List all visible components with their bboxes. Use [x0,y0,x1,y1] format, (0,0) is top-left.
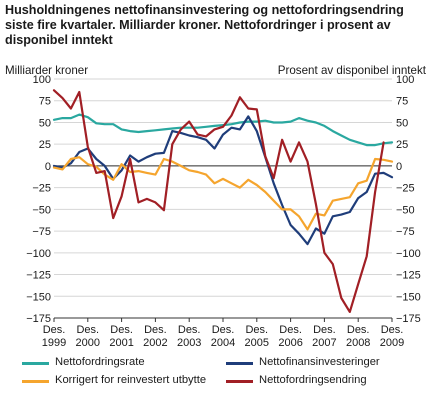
y-tick-left-10: −150 [26,291,51,303]
x-tick-label-bottom-6: 2005 [245,337,269,349]
x-tick-label-top-3: Des. [144,324,167,336]
y-tick-left-1: 75 [39,96,51,108]
y-axis-label-left: Milliarder kroner [5,64,89,77]
y-tick-left-7: −75 [32,226,51,238]
chart-title: Husholdningenes nettofinansinvestering o… [5,3,404,47]
y-tick-right-10: −150 [396,291,421,303]
legend-swatch-1 [226,362,253,365]
y-tick-left-11: −175 [26,313,51,325]
y-tick-right-0: 100 [396,74,414,86]
legend-label-3: Nettofordringsendring [259,374,367,386]
legend-swatch-3 [226,380,253,383]
x-tick-label-top-5: Des. [212,324,235,336]
legend-label-2: Korrigert for reinvestert utbytte [55,374,207,386]
series-line-0 [52,113,394,147]
y-tick-right-4: 0 [396,161,402,173]
x-tick-label-top-9: Des. [347,324,370,336]
y-tick-left-5: −25 [32,183,51,195]
y-tick-left-4: 0 [45,161,51,173]
x-tick-label-top-10: Des. [381,324,404,336]
x-tick-label-bottom-10: 2009 [380,337,404,349]
y-tick-left-8: −100 [26,248,51,260]
legend-swatch-2 [22,380,49,383]
x-tick-label-top-2: Des. [110,324,133,336]
x-tick-label-bottom-8: 2007 [312,337,336,349]
legend-label-1: Nettofinansinvesteringer [259,356,380,368]
legend-label-0: Nettofordringsrate [55,356,145,368]
y-tick-left-3: 25 [39,139,51,151]
y-axis-label-right: Prosent av disponibel inntekt [277,64,426,77]
x-tick-label-bottom-9: 2008 [346,337,370,349]
x-tick-label-bottom-2: 2001 [109,337,133,349]
y-tick-left-0: 100 [33,74,51,86]
y-tick-right-6: −50 [396,204,415,216]
x-tick-label-top-7: Des. [279,324,302,336]
legend-swatch-0 [22,362,49,365]
x-tick-label-bottom-4: 2003 [177,337,201,349]
y-tick-right-11: −175 [396,313,421,325]
y-tick-left-2: 50 [39,117,51,129]
y-tick-right-5: −25 [396,183,415,195]
y-tick-right-3: 25 [396,139,408,151]
x-tick-label-bottom-7: 2006 [278,337,302,349]
x-tick-label-top-1: Des. [76,324,99,336]
x-tick-label-top-4: Des. [178,324,201,336]
y-tick-right-8: −100 [396,248,421,260]
y-tick-right-9: −125 [396,270,421,282]
y-tick-right-7: −75 [396,226,415,238]
y-tick-right-1: 75 [396,96,408,108]
y-tick-right-2: 50 [396,117,408,129]
x-tick-label-bottom-5: 2004 [211,337,235,349]
y-tick-left-9: −125 [26,270,51,282]
x-tick-label-top-0: Des. [43,324,66,336]
y-tick-left-6: −50 [32,204,51,216]
series-line-1 [52,115,394,246]
x-tick-label-top-8: Des. [313,324,336,336]
x-tick-label-bottom-0: 1999 [42,337,66,349]
x-tick-label-top-6: Des. [245,324,268,336]
x-tick-label-bottom-3: 2002 [143,337,167,349]
x-tick-label-bottom-1: 2000 [76,337,100,349]
series-line-3 [52,89,385,313]
series-line-2 [52,156,394,231]
